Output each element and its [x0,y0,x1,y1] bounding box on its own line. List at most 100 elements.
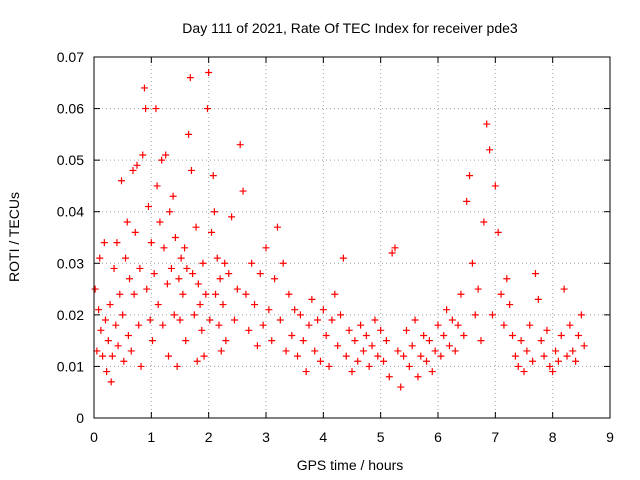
data-point [176,316,184,324]
data-point [549,368,557,376]
data-point [189,270,197,278]
data-point [365,362,373,370]
chart-title: Day 111 of 2021, Rate Of TEC Index for r… [182,20,518,36]
data-point [194,280,202,288]
data-point [206,316,214,324]
data-point [112,321,120,329]
data-point [219,301,227,309]
data-point [118,177,126,185]
data-point [167,264,175,272]
x-tick-label: 7 [491,429,499,445]
data-point [557,331,565,339]
data-point [228,213,236,221]
data-point [523,347,531,355]
data-point [460,331,468,339]
data-point [139,151,147,159]
data-point [569,347,577,355]
data-points [91,68,588,391]
data-point [480,218,488,226]
x-tick-label: 9 [606,429,614,445]
data-point [402,326,410,334]
data-point [279,259,287,267]
data-point [253,342,261,350]
data-point [259,321,267,329]
x-tick-label: 2 [205,429,213,445]
data-point [388,249,396,257]
data-point [425,337,433,345]
data-point [342,352,350,360]
data-point [348,368,356,376]
data-point [131,228,139,236]
data-point [114,342,122,350]
data-point [311,347,319,355]
data-point [242,290,250,298]
data-point [190,311,198,319]
data-point [328,316,336,324]
data-point [308,295,316,303]
data-point [129,166,137,174]
data-point [91,285,99,293]
data-point [463,197,471,205]
data-point [405,362,413,370]
data-point [417,352,425,360]
data-point [196,301,204,309]
data-point [154,301,162,309]
data-point [95,306,103,314]
data-point [546,362,554,370]
data-point [221,259,229,267]
data-point [517,337,525,345]
data-point [179,290,187,298]
data-point [230,316,238,324]
data-point [163,280,171,288]
data-point [296,311,304,319]
data-point [534,295,542,303]
data-point [204,105,212,113]
data-point [371,316,379,324]
data-point [443,306,451,314]
grid [94,57,610,418]
data-point [217,347,225,355]
data-point [273,223,281,231]
y-tick-label: 0.05 [57,152,84,168]
data-point [166,208,174,216]
data-point [177,254,185,262]
data-point [299,337,307,345]
data-point [198,326,206,334]
x-tick-label: 8 [549,429,557,445]
data-point [271,275,279,283]
data-point [251,301,259,309]
y-tick-label: 0.04 [57,204,84,220]
data-point [397,383,405,391]
data-point [577,311,585,319]
data-point [262,244,270,252]
data-point [142,105,150,113]
data-point [123,218,131,226]
data-point [580,342,588,350]
data-point [411,316,419,324]
data-point [477,337,485,345]
data-point [93,347,101,355]
data-point [181,244,189,252]
data-point [374,352,382,360]
plot-frame [93,56,611,419]
y-tick-label: 0 [76,410,84,426]
data-point [400,352,408,360]
data-point [248,259,256,267]
data-point [106,301,114,309]
data-point [560,285,568,293]
data-point [294,352,302,360]
data-point [331,290,339,298]
data-point [209,172,217,180]
data-point [183,264,191,272]
data-point [454,321,462,329]
data-point [104,337,112,345]
data-point [236,141,244,149]
data-point [500,321,508,329]
data-point [497,290,505,298]
data-point [319,306,327,314]
data-point [108,352,116,360]
data-point [152,105,160,113]
data-point [428,368,436,376]
